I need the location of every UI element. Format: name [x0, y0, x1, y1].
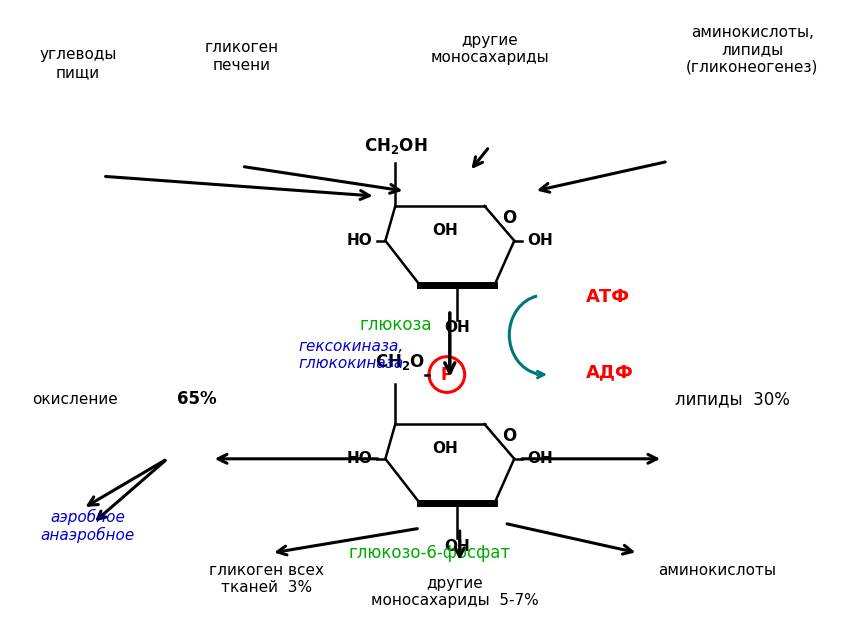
Text: окисление: окисление [33, 392, 118, 407]
Text: OH: OH [444, 320, 470, 336]
Text: 65%: 65% [177, 390, 217, 408]
Text: O: O [502, 210, 516, 228]
Text: гексокиназа,
глюкокиназа: гексокиназа, глюкокиназа [298, 338, 403, 371]
Text: АТФ: АТФ [586, 288, 630, 306]
Text: гликоген
печени: гликоген печени [205, 41, 279, 73]
Text: $\mathbf{CH_2OH}$: $\mathbf{CH_2OH}$ [364, 136, 427, 156]
Text: OH: OH [527, 233, 553, 248]
Text: аминокислоты: аминокислоты [658, 563, 776, 578]
Text: аэробное
анаэробное: аэробное анаэробное [41, 509, 135, 543]
Text: $\mathbf{CH_2O}$: $\mathbf{CH_2O}$ [375, 352, 425, 372]
Text: OH: OH [432, 223, 458, 239]
Text: другие
моносахариды  5-7%: другие моносахариды 5-7% [371, 575, 538, 608]
Text: OH: OH [432, 441, 458, 457]
Text: P: P [441, 365, 453, 383]
Text: OH: OH [527, 451, 553, 466]
Text: другие
моносахариды: другие моносахариды [431, 33, 549, 65]
Text: аминокислоты,
липиды
(гликонеогенез): аминокислоты, липиды (гликонеогенез) [686, 24, 818, 75]
Text: липиды  30%: липиды 30% [675, 390, 790, 408]
Text: гликоген всех
тканей  3%: гликоген всех тканей 3% [209, 563, 324, 595]
Text: HO: HO [347, 451, 372, 466]
Text: глюкозо-6-фосфат: глюкозо-6-фосфат [349, 544, 511, 562]
Text: HO: HO [347, 233, 372, 248]
Text: O: O [502, 428, 516, 446]
Text: углеводы
пищи: углеводы пищи [39, 48, 116, 80]
Text: глюкоза: глюкоза [359, 316, 431, 334]
Text: АДФ: АДФ [586, 363, 633, 381]
Text: OH: OH [444, 539, 470, 554]
